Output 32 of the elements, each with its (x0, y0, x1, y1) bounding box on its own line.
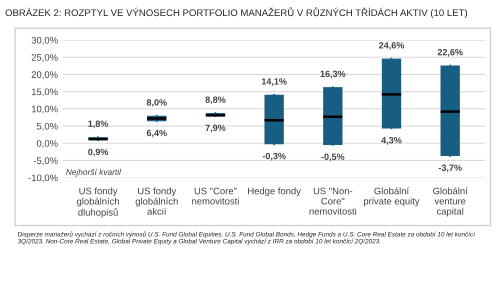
x-tick-label: Hedge fondy (248, 187, 301, 196)
x-tick-label: Globální private equity (364, 187, 420, 206)
annotation: -0,3% (262, 152, 286, 161)
annotation: 6,4% (146, 130, 167, 138)
y-tick-label: 0,0% (36, 140, 58, 148)
annotation: 16,3% (320, 70, 346, 78)
annotation: 24,6% (379, 42, 404, 50)
y-tick-label: 10,0% (32, 106, 58, 114)
x-tick-label: US fondy globálních akcií (136, 187, 178, 215)
annotation: 7,9% (206, 124, 226, 132)
annotation: Nejhorší kvartil (66, 168, 122, 177)
annotation: 14,1% (262, 78, 287, 86)
annotation: 8,8% (205, 96, 226, 104)
x-tick-label: US fondy globálních dluhopisů (76, 187, 120, 218)
chart-title: OBRÁZEK 2: ROZPTYL VE VÝNOSECH PORTFOLIO MANAŽERŮ V RŮZNÝCH TŘÍDÁCH AKTIV (10 LET) (5, 7, 468, 18)
annotation: -3,7% (438, 164, 462, 172)
y-tick-label: 5,0% (36, 122, 58, 131)
x-tick-label: US "Non- Core" nemovitosti (310, 188, 356, 215)
annotation: 8,0% (146, 99, 167, 107)
y-tick-label: -10,0% (28, 174, 58, 182)
annotation: 22,6% (438, 48, 463, 57)
annotation: 1,8% (88, 120, 108, 128)
x-tick-label: Globální venture capital (433, 187, 468, 217)
y-tick-label: 30,0% (32, 36, 58, 45)
annotation: 4,3% (381, 137, 402, 145)
annotation: -0,5% (321, 154, 344, 162)
y-tick-label: 25,0% (32, 54, 58, 62)
y-tick-label: -5,0% (34, 157, 58, 166)
y-tick-label: 15,0% (32, 88, 58, 96)
y-tick-label: 20,0% (32, 71, 58, 80)
x-tick-label: US "Core" nemovitosti (192, 188, 239, 204)
annotation: 0,9% (88, 148, 108, 156)
